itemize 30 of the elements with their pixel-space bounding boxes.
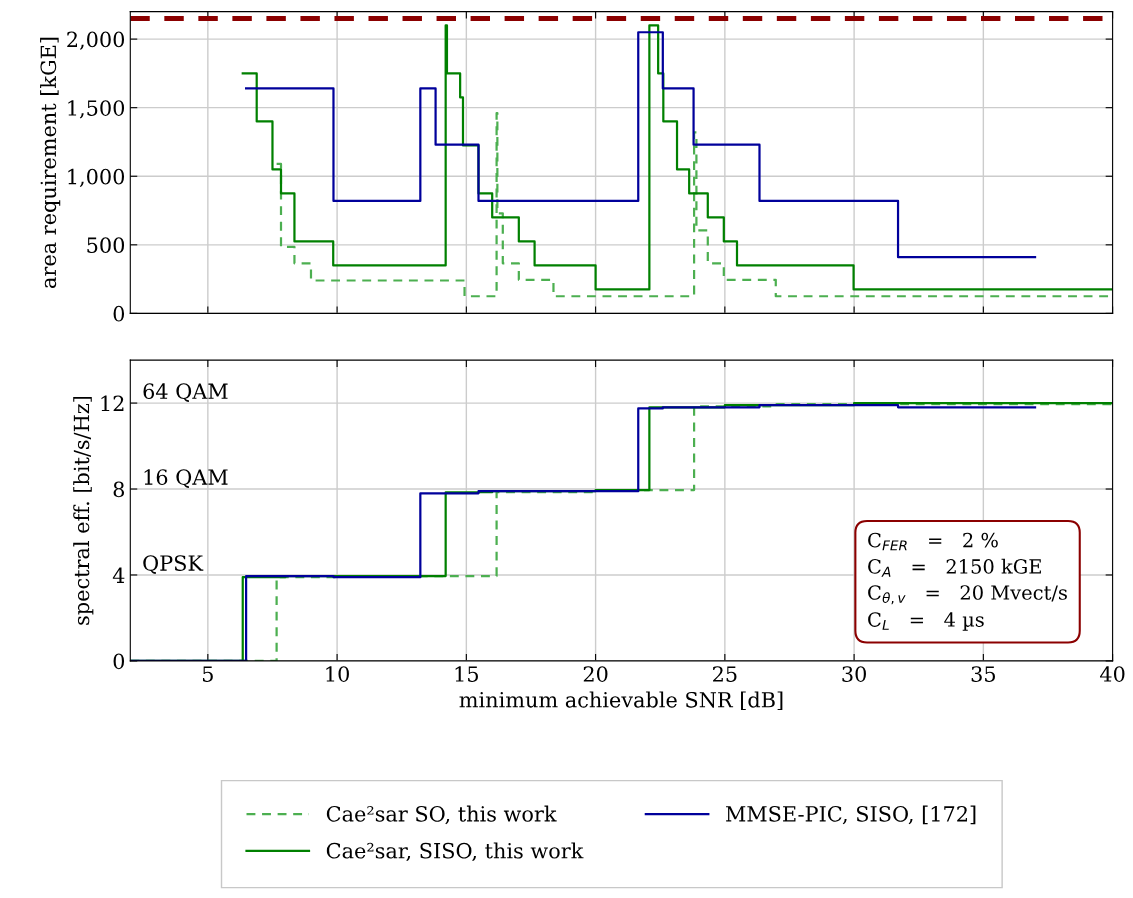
legend-label: Cae²sar SO, this work [326, 805, 557, 825]
x-tick-label: 20 [583, 666, 608, 682]
x-tick-label: 5 [202, 666, 213, 682]
annotation: 16 QAM [144, 469, 228, 489]
x-axis-title: minimum achievable SNR [dB] [459, 691, 783, 711]
x-tick-label: 10 [326, 666, 349, 682]
y-tick-label: 1,000 [68, 168, 125, 188]
y-tick-label: 0 [113, 653, 125, 670]
y-tick-label: 8 [113, 481, 125, 498]
y-axis-title: spectral eff. [bit/s/Hz] [73, 396, 94, 625]
text: C$_{A}$ = 2150 kGE [868, 558, 1041, 577]
y-tick-label: 500 [87, 237, 125, 254]
y-axis-title: area requirement [kGE] [40, 37, 61, 288]
text: C$_{L}$ = 4 µs [868, 612, 984, 631]
legend-label: Cae²sar, SISO, this work [326, 842, 584, 862]
legend-label: MMSE-PIC, SISO, [172] [726, 805, 976, 825]
text: C$_{FER}$ = 2 % [868, 532, 998, 551]
y-tick-label: 2,000 [67, 31, 125, 50]
x-tick-label: 15 [455, 666, 478, 682]
x-tick-label: 40 [1099, 666, 1125, 682]
x-tick-label: 25 [713, 666, 737, 682]
y-tick-label: 12 [101, 395, 124, 411]
y-tick-label: 1,500 [68, 100, 125, 119]
annotation: QPSK [143, 555, 204, 574]
annotation: 64 QAM [143, 383, 228, 403]
x-tick-label: 30 [842, 666, 866, 682]
text: C$_{θ,v}$ = 20 Mvect/s [868, 585, 1067, 605]
x-tick-label: 35 [971, 666, 995, 682]
y-tick-label: 4 [112, 567, 125, 583]
y-tick-label: 0 [113, 305, 125, 322]
